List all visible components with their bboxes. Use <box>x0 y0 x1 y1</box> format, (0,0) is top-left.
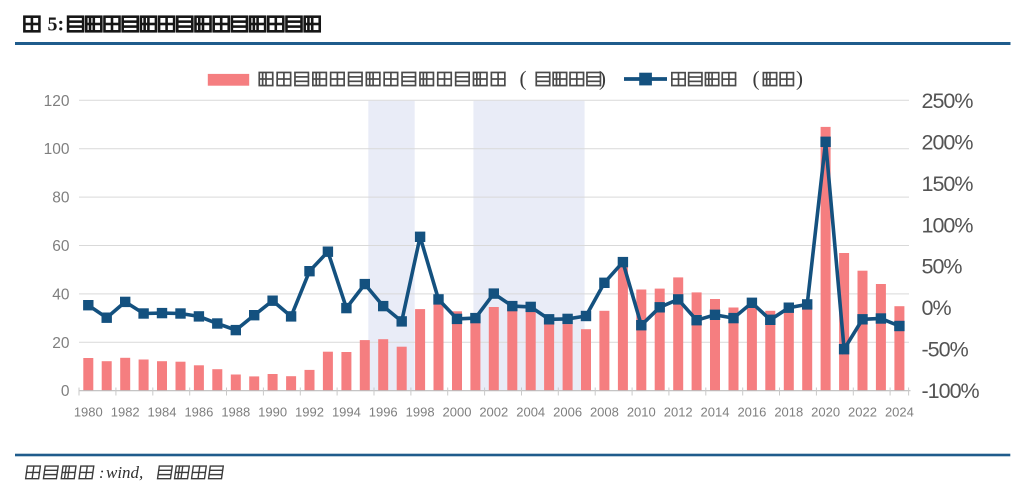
svg-text:1990: 1990 <box>258 404 287 419</box>
svg-text:50%: 50% <box>922 255 963 279</box>
svg-text:20: 20 <box>52 335 70 352</box>
svg-text:1988: 1988 <box>221 404 250 419</box>
svg-text:1986: 1986 <box>184 404 213 419</box>
svg-text:2022: 2022 <box>848 404 877 419</box>
svg-text:wind,: wind, <box>106 463 143 482</box>
svg-text:1984: 1984 <box>148 404 177 419</box>
svg-text:2006: 2006 <box>553 404 582 419</box>
svg-text:80: 80 <box>52 190 70 207</box>
svg-text:1982: 1982 <box>111 404 140 419</box>
svg-text:120: 120 <box>44 93 70 110</box>
svg-text:1980: 1980 <box>74 404 103 419</box>
svg-text:2000: 2000 <box>443 404 472 419</box>
svg-text:5:: 5: <box>48 14 65 36</box>
svg-text:0: 0 <box>61 383 70 400</box>
svg-text:200%: 200% <box>922 130 974 154</box>
svg-text:100%: 100% <box>922 213 974 237</box>
svg-text:2010: 2010 <box>627 404 656 419</box>
svg-text:1994: 1994 <box>332 404 361 419</box>
svg-text:1996: 1996 <box>369 404 398 419</box>
svg-text:40: 40 <box>52 286 70 303</box>
svg-text:0%: 0% <box>922 296 952 320</box>
svg-text:2002: 2002 <box>479 404 508 419</box>
svg-text:60: 60 <box>52 238 70 255</box>
svg-text:2016: 2016 <box>737 404 766 419</box>
svg-text::: : <box>99 465 104 482</box>
svg-text:2018: 2018 <box>774 404 803 419</box>
svg-text:(: ( <box>520 67 527 91</box>
svg-text:): ) <box>599 67 606 91</box>
svg-text:2020: 2020 <box>811 404 840 419</box>
svg-text:2012: 2012 <box>664 404 693 419</box>
svg-text:100: 100 <box>44 141 70 158</box>
svg-text:2004: 2004 <box>516 404 545 419</box>
svg-text:-100%: -100% <box>922 379 980 403</box>
svg-text:2024: 2024 <box>885 404 914 419</box>
svg-text:1992: 1992 <box>295 404 324 419</box>
svg-text:250%: 250% <box>922 89 974 113</box>
svg-text:2008: 2008 <box>590 404 619 419</box>
svg-text:2014: 2014 <box>701 404 730 419</box>
svg-text:-50%: -50% <box>922 338 969 362</box>
svg-text:): ) <box>796 67 803 91</box>
svg-text:1998: 1998 <box>406 404 435 419</box>
svg-text:150%: 150% <box>922 172 974 196</box>
svg-text:(: ( <box>753 67 760 91</box>
